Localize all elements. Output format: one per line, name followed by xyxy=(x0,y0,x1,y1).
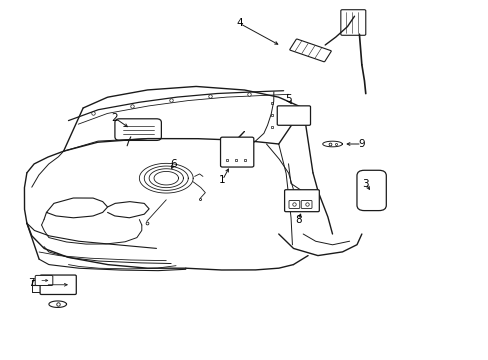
Text: 4: 4 xyxy=(236,18,243,28)
Polygon shape xyxy=(322,141,342,147)
FancyBboxPatch shape xyxy=(40,275,76,294)
Text: 2: 2 xyxy=(111,113,118,123)
FancyBboxPatch shape xyxy=(220,137,253,167)
FancyBboxPatch shape xyxy=(289,39,330,62)
FancyBboxPatch shape xyxy=(35,275,53,285)
FancyBboxPatch shape xyxy=(277,106,310,125)
FancyBboxPatch shape xyxy=(115,119,161,140)
Text: 3: 3 xyxy=(362,179,368,189)
Text: 6: 6 xyxy=(170,159,177,169)
FancyBboxPatch shape xyxy=(301,201,311,208)
Text: 1: 1 xyxy=(219,175,225,185)
FancyBboxPatch shape xyxy=(288,201,299,208)
FancyBboxPatch shape xyxy=(356,170,386,211)
FancyBboxPatch shape xyxy=(284,190,319,212)
Text: 7: 7 xyxy=(28,278,35,288)
Text: 5: 5 xyxy=(285,94,291,104)
Text: 9: 9 xyxy=(358,139,365,149)
FancyBboxPatch shape xyxy=(340,10,365,35)
Text: 8: 8 xyxy=(294,215,301,225)
Polygon shape xyxy=(49,301,66,307)
